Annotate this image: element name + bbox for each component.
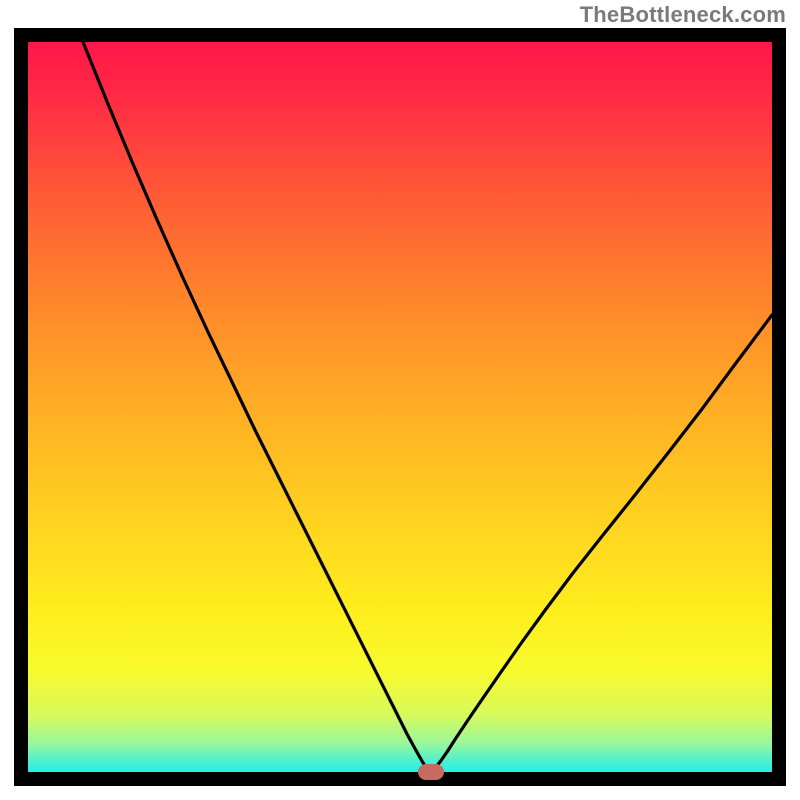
- plot-frame: [14, 28, 786, 786]
- bottleneck-curve: [28, 42, 772, 772]
- watermark-text: TheBottleneck.com: [580, 2, 786, 28]
- minimum-marker: [418, 764, 444, 780]
- plot-area: [28, 42, 772, 772]
- container: TheBottleneck.com: [0, 0, 800, 800]
